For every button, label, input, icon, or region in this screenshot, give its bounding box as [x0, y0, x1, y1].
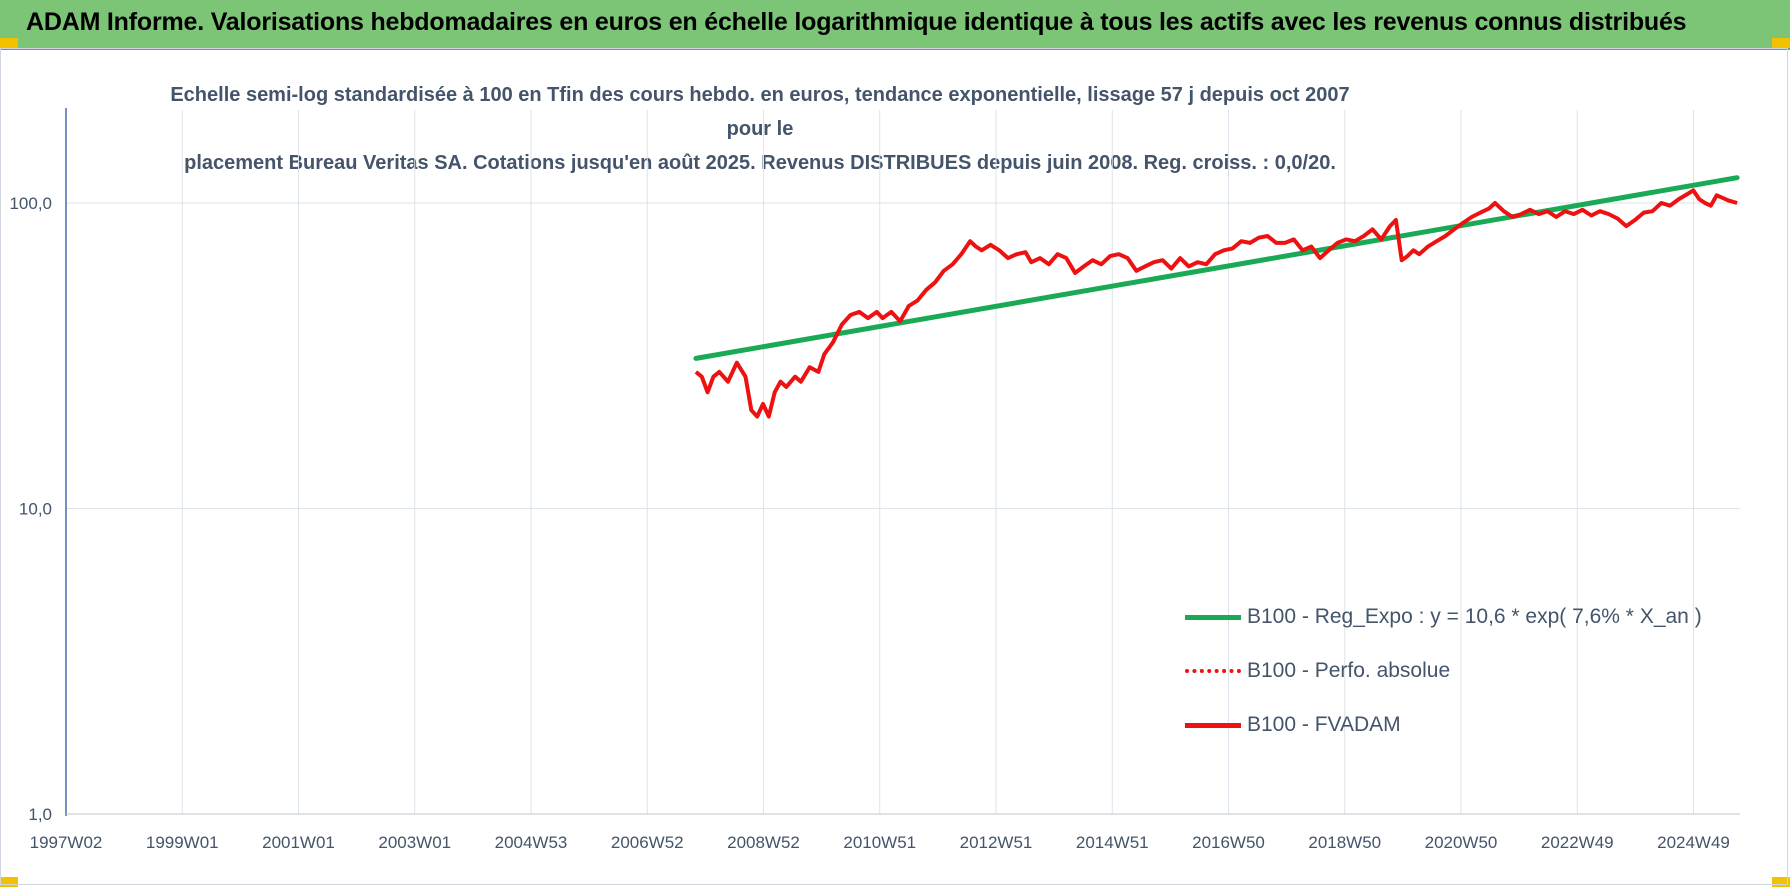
- x-tick-label: 2006W52: [611, 833, 684, 852]
- legend-item-trend: B100 - Reg_Expo : y = 10,6 * exp( 7,6% *…: [1185, 590, 1702, 644]
- x-tick-label: 2001W01: [262, 833, 335, 852]
- legend-swatch-fvadam: [1185, 722, 1241, 728]
- y-tick-label: 10,0: [19, 500, 52, 519]
- x-tick-label: 2003W01: [378, 833, 451, 852]
- y-tick-label: 1,0: [28, 805, 52, 824]
- x-tick-label: 2012W51: [960, 833, 1033, 852]
- corner-marker-top-left: [0, 38, 18, 48]
- chart-subtitle: Echelle semi-log standardisée à 100 en T…: [160, 78, 1360, 180]
- series-line-trend: [693, 175, 1740, 361]
- x-tick-label: 2024W49: [1657, 833, 1730, 852]
- legend-label-perfo: B100 - Perfo. absolue: [1247, 659, 1451, 682]
- legend-label-trend: B100 - Reg_Expo : y = 10,6 * exp( 7,6% *…: [1247, 605, 1702, 628]
- x-tick-label: 1999W01: [146, 833, 219, 852]
- legend-item-fvadam: B100 - FVADAM: [1185, 698, 1702, 752]
- corner-marker-top-right: [1772, 38, 1790, 48]
- chart-subtitle-line-2: placement Bureau Veritas SA. Cotations j…: [184, 152, 1336, 174]
- x-tick-label: 2022W49: [1541, 833, 1614, 852]
- x-tick-label: 1997W02: [30, 833, 103, 852]
- chart-legend: B100 - Reg_Expo : y = 10,6 * exp( 7,6% *…: [1185, 590, 1702, 752]
- legend-label-fvadam: B100 - FVADAM: [1247, 713, 1401, 736]
- corner-marker-bottom-left: [0, 877, 18, 887]
- report-header: ADAM Informe. Valorisations hebdomadaire…: [0, 0, 1790, 50]
- x-tick-label: 2018W50: [1308, 833, 1381, 852]
- corner-marker-bottom-right: [1772, 877, 1790, 887]
- x-tick-label: 2010W51: [843, 833, 916, 852]
- chart-frame: [0, 48, 1788, 885]
- legend-item-perfo: B100 - Perfo. absolue: [1185, 644, 1702, 698]
- y-tick-label: 100,0: [9, 194, 52, 213]
- x-tick-label: 2004W53: [495, 833, 568, 852]
- legend-swatch-perfo: [1185, 669, 1241, 673]
- report-title: ADAM Informe. Valorisations hebdomadaire…: [26, 8, 1687, 36]
- legend-swatch-trend: [1185, 614, 1241, 620]
- x-tick-label: 2016W50: [1192, 833, 1265, 852]
- chart-subtitle-line-1: Echelle semi-log standardisée à 100 en T…: [170, 84, 1350, 140]
- x-tick-label: 2020W50: [1425, 833, 1498, 852]
- series-line-fvadam: [694, 188, 1738, 419]
- x-tick-label: 2008W52: [727, 833, 800, 852]
- x-tick-label: 2014W51: [1076, 833, 1149, 852]
